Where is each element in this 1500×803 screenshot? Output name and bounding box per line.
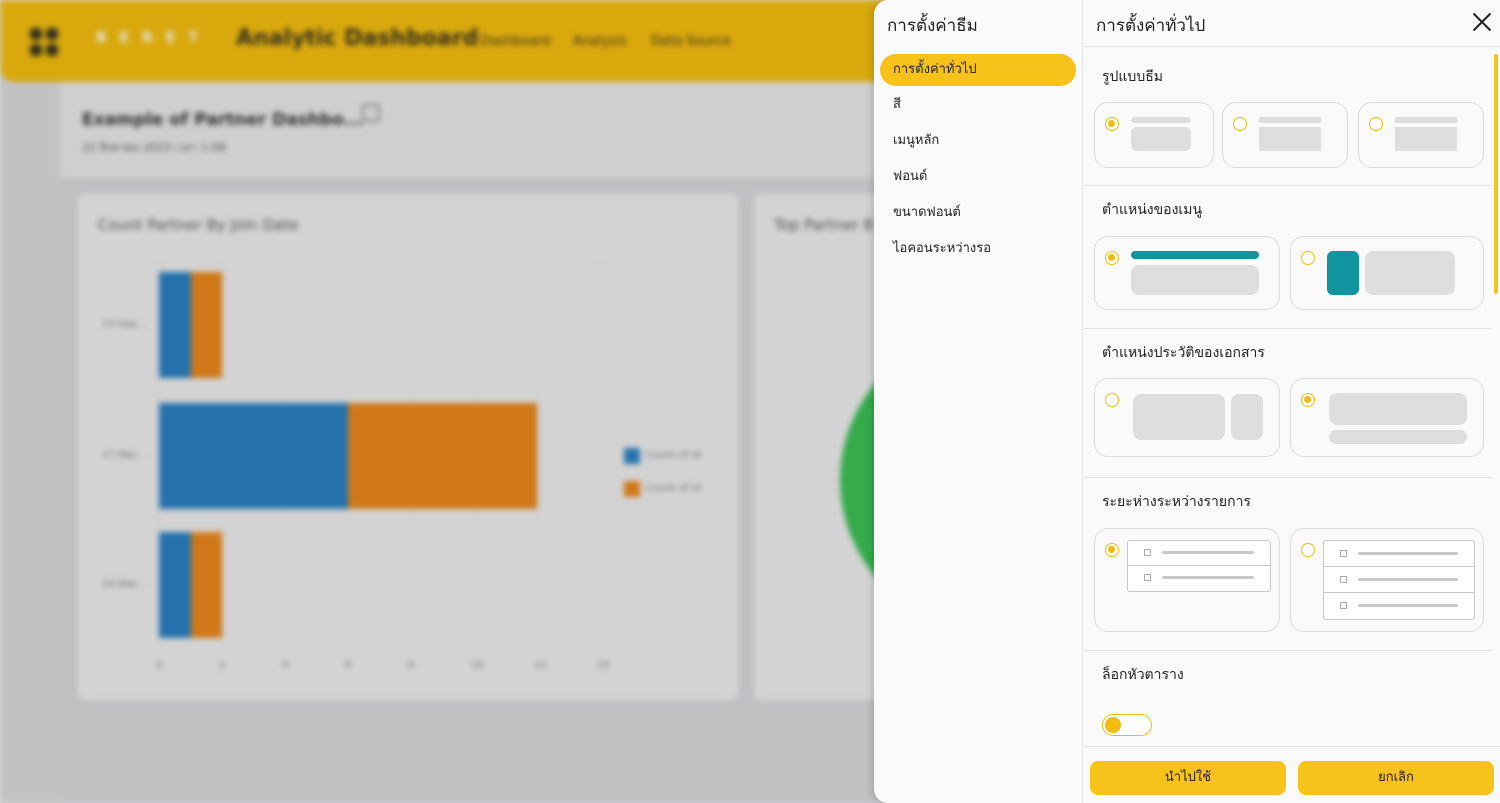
- cancel-button[interactable]: ยกเลิก: [1298, 761, 1494, 795]
- x-tick-label: 4: [282, 660, 289, 671]
- app-title: Analytic Dashboard: [236, 26, 479, 51]
- share-icon[interactable]: [362, 104, 380, 122]
- theme-style-option-2[interactable]: [1222, 102, 1348, 168]
- radio-button[interactable]: [1301, 543, 1315, 557]
- y-tick-label: 14 Sep...: [102, 319, 147, 330]
- item-spacing-compact[interactable]: [1094, 528, 1280, 632]
- menu-general-settings[interactable]: การตั้งค่าทั่วไป: [880, 54, 1076, 86]
- bar-segment[interactable]: [190, 532, 222, 638]
- bar-segment[interactable]: [348, 403, 537, 509]
- menu-position-left[interactable]: [1290, 236, 1484, 310]
- nav-dashboard[interactable]: Dashboard: [480, 34, 551, 49]
- theme-settings-dialog: การตั้งค่าธีม การตั้งค่าทั่วไป สี เมนูหล…: [874, 0, 1500, 803]
- bar-segment[interactable]: [159, 272, 191, 378]
- dashboard-title: Example of Partner Dashbo...: [82, 110, 364, 130]
- radio-button[interactable]: [1105, 393, 1119, 407]
- radio-button[interactable]: [1369, 117, 1383, 131]
- radio-button[interactable]: [1105, 117, 1119, 131]
- menu-font-size[interactable]: ขนาดฟอนต์: [893, 205, 961, 220]
- menu-loading-icon[interactable]: ไอคอนระหว่างรอ: [893, 241, 992, 256]
- settings-content: การตั้งค่าทั่วไป รูปแบบธีม ตำแหน่งของเมน…: [1084, 0, 1500, 803]
- section-menu-position: ตำแหน่งของเมนู: [1102, 202, 1203, 218]
- section-theme-style: รูปแบบธีม: [1102, 69, 1163, 85]
- nav-data-source[interactable]: Data Source: [651, 34, 731, 49]
- scrollbar[interactable]: [1494, 54, 1498, 294]
- chart-card: Count Partner By Join Date 0 2 4 6 8 10 12 14 14…: [78, 194, 738, 700]
- doc-history-bottom[interactable]: [1290, 378, 1484, 457]
- radio-button[interactable]: [1233, 117, 1247, 131]
- y-tick-label: 24 Mar...: [102, 579, 146, 590]
- brand-logo: B E R E T: [96, 30, 202, 46]
- radio-button[interactable]: [1301, 251, 1315, 265]
- legend-swatch: [624, 448, 640, 464]
- settings-title: การตั้งค่าทั่วไป: [1096, 16, 1206, 36]
- chart-title: Count Partner By Join Date: [98, 216, 299, 234]
- nav-analysis[interactable]: Analysis: [573, 34, 627, 49]
- apply-button[interactable]: นำไปใช้: [1090, 761, 1286, 795]
- radio-button[interactable]: [1105, 251, 1119, 265]
- menu-position-top[interactable]: [1094, 236, 1280, 310]
- menu-font[interactable]: ฟอนต์: [893, 169, 928, 184]
- x-tick-label: 2: [219, 660, 226, 671]
- dashboard-date: 22 สิงหาคม 2023 เวลา 1:08: [82, 141, 226, 154]
- theme-style-option-1[interactable]: [1094, 102, 1214, 168]
- bar-segment[interactable]: [190, 272, 222, 378]
- section-doc-history-position: ตำแหน่งประวัติของเอกสาร: [1102, 345, 1265, 361]
- x-tick-label: 8: [408, 660, 415, 671]
- dialog-footer: นำไปใช้ ยกเลิก: [1084, 746, 1500, 803]
- settings-menu: การตั้งค่าธีม การตั้งค่าทั่วไป สี เมนูหล…: [874, 0, 1083, 803]
- legend-swatch: [624, 481, 640, 497]
- grid-line: [537, 260, 538, 650]
- x-tick-label: 14: [597, 660, 610, 671]
- bar-segment[interactable]: [159, 532, 191, 638]
- section-lock-table-header: ล็อกหัวตาราง: [1102, 667, 1184, 683]
- y-tick-label: 27 Mar...: [102, 450, 146, 461]
- item-spacing-comfortable[interactable]: [1290, 528, 1484, 632]
- settings-menu-title: การตั้งค่าธีม: [887, 16, 978, 36]
- x-tick-label: 12: [534, 660, 547, 671]
- close-icon[interactable]: [1472, 12, 1492, 32]
- legend-label: Count of Id: [646, 450, 701, 461]
- settings-header: การตั้งค่าทั่วไป: [1084, 0, 1500, 47]
- grid-line: [600, 260, 601, 650]
- menu-main-menu[interactable]: เมนูหลัก: [893, 133, 940, 148]
- radio-button[interactable]: [1105, 543, 1119, 557]
- x-tick-label: 10: [471, 660, 484, 671]
- section-item-spacing: ระยะห่างระหว่างรายการ: [1102, 494, 1251, 510]
- x-tick-label: 0: [156, 660, 163, 671]
- x-tick-label: 6: [345, 660, 352, 671]
- pie-card-title: Top Partner B: [774, 216, 874, 234]
- apps-grid-icon[interactable]: [30, 28, 58, 56]
- left-sidebar: [0, 82, 60, 803]
- radio-button[interactable]: [1301, 393, 1315, 407]
- theme-style-option-3[interactable]: [1358, 102, 1484, 168]
- legend-label: Count of Id: [646, 483, 701, 494]
- lock-table-header-toggle[interactable]: [1102, 714, 1152, 736]
- bar-segment[interactable]: [159, 403, 348, 509]
- doc-history-right[interactable]: [1094, 378, 1280, 457]
- menu-colors[interactable]: สี: [893, 97, 901, 112]
